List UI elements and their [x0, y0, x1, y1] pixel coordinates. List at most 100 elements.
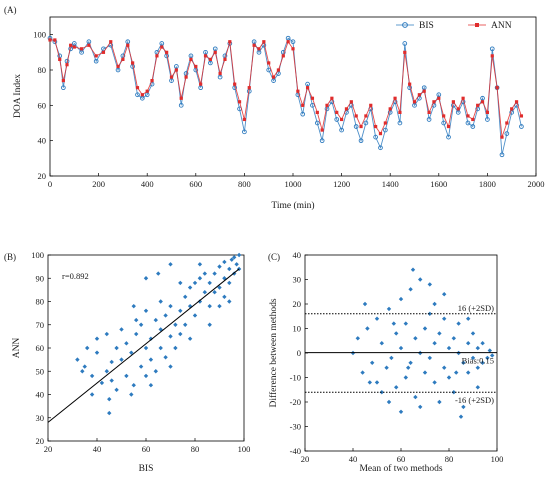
series-bis-point [198, 85, 204, 91]
legend-ann-marker [475, 23, 479, 27]
scatter-point [229, 257, 234, 262]
x-tick-label: 20 [301, 454, 310, 464]
series-bis-point [339, 127, 344, 133]
series-ann-point [325, 103, 329, 107]
series-bis-point [208, 60, 213, 66]
series-ann-point [354, 114, 358, 118]
series-ann-point [296, 89, 300, 93]
series-bis-point [397, 120, 403, 126]
scatter-point [403, 375, 408, 380]
scatter-point [75, 357, 80, 362]
x-tick-label: 1400 [382, 179, 399, 189]
series-bis-point [504, 131, 510, 136]
series-bis-point [465, 120, 471, 126]
series-ann-point [281, 54, 285, 58]
scatter-point [413, 336, 418, 341]
series-bis-point [71, 41, 77, 46]
series-bis-point [144, 92, 150, 98]
scatter-point [138, 364, 144, 369]
series-ann-point [94, 54, 98, 58]
panel-c-upper-limit-label: 16 (+2SD) [458, 303, 494, 313]
x-tick-label: 0 [48, 179, 52, 189]
scatter-point [124, 373, 129, 379]
scatter-point [178, 331, 183, 337]
scatter-point [394, 331, 399, 336]
scatter-point [227, 266, 232, 272]
series-bis-point [509, 110, 515, 115]
scatter-point [158, 299, 163, 304]
series-ann-point [291, 47, 295, 51]
scatter-point [485, 355, 490, 361]
series-bis-point [382, 127, 388, 133]
x-tick-label: 2000 [528, 179, 545, 189]
y-tick-label: 70 [36, 320, 45, 330]
scatter-point [124, 341, 129, 346]
series-ann-point [330, 96, 334, 100]
series-ann-point [369, 103, 373, 107]
series-ann-point [519, 114, 524, 118]
scatter-point [398, 409, 404, 414]
series-ann-point [179, 96, 183, 100]
series-ann-point [432, 100, 436, 104]
scatter-point [480, 341, 485, 346]
series-ann-point [510, 107, 514, 111]
scatter-point [470, 355, 476, 361]
scatter-point [398, 296, 404, 302]
scatter-point [183, 322, 188, 327]
x-tick-label: 1200 [333, 179, 350, 189]
series-bis-point [86, 39, 92, 45]
series-ann-point [218, 71, 222, 76]
x-tick-label: 80 [191, 444, 200, 454]
y-tick-label: 100 [33, 30, 46, 40]
series-ann-point [310, 96, 315, 100]
x-tick-label: 800 [238, 179, 251, 189]
x-tick-label: 100 [238, 444, 251, 454]
scatter-point [148, 336, 154, 341]
scatter-point [104, 369, 109, 374]
panel-b-ylabel: ANN [12, 338, 22, 359]
scatter-point [192, 313, 198, 318]
series-ann-point [374, 124, 378, 129]
series-bis-point [61, 85, 66, 91]
series-ann-point [514, 100, 519, 104]
series-bis-point [93, 58, 99, 64]
scatter-point [466, 316, 471, 321]
y-tick-label: 30 [293, 275, 302, 285]
scatter-point [432, 301, 437, 307]
series-ann-point [456, 107, 460, 111]
scatter-point [461, 360, 466, 365]
legend-bis-label: BIS [419, 21, 434, 31]
series-ann-point [442, 114, 446, 118]
series-ann-point [72, 45, 76, 49]
scatter-point [173, 322, 178, 327]
series-ann-point [247, 86, 251, 90]
series-bis-point [387, 110, 393, 115]
scatter-point [386, 306, 392, 312]
series-ann-point [349, 100, 353, 104]
panel-b: (B) 20 40 60 80 100 20 30 40 50 60 70 80 90 100 r=0.8… [4, 250, 250, 474]
series-bis-point [489, 46, 495, 52]
series-bis-point [470, 124, 476, 129]
series-ann-point [340, 117, 344, 122]
series-bis-point [499, 152, 505, 158]
series-bis-point [378, 145, 383, 151]
series-bis-point [169, 78, 174, 83]
series-ann-point [233, 82, 237, 86]
y-tick-label: 20 [38, 171, 47, 181]
scatter-point [217, 303, 222, 309]
scatter-point [114, 387, 119, 393]
series-ann-point [476, 103, 480, 107]
series-ann-point [495, 86, 499, 90]
y-tick-label: 30 [36, 413, 45, 423]
series-ann-point [403, 50, 407, 54]
series-bis-point [310, 102, 315, 108]
scatter-point [85, 345, 90, 351]
scatter-point [355, 336, 360, 341]
series-ann-point [48, 38, 52, 42]
series-ann-point [169, 75, 174, 79]
scatter-point [466, 341, 471, 346]
series-ann-point [257, 47, 261, 51]
scatter-point [470, 331, 476, 336]
panel-c-label: (C) [268, 252, 280, 262]
scatter-point [217, 285, 222, 290]
